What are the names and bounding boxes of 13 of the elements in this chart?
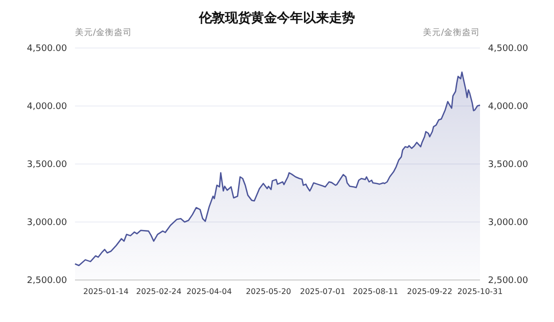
y-tick-label: 3,500.00 bbox=[26, 160, 68, 170]
y2-tick-label: 3,500.00 bbox=[488, 160, 528, 170]
y2-tick-label: 3,000.00 bbox=[488, 218, 528, 228]
y2-axis-title: 美元/金衡盎司 bbox=[423, 27, 480, 38]
y-tick-label: 3,000.00 bbox=[26, 218, 68, 228]
y-axis-title: 美元/金衡盎司 bbox=[75, 27, 132, 38]
y-tick-label: 2,500.00 bbox=[26, 276, 68, 286]
y2-tick-label: 4,500.00 bbox=[488, 44, 528, 54]
y2-tick-label: 2,500.00 bbox=[488, 276, 528, 286]
y2-tick-label: 4,000.00 bbox=[488, 102, 528, 112]
y-tick-label: 4,500.00 bbox=[26, 44, 68, 54]
y-tick-label: 4,000.00 bbox=[26, 102, 68, 112]
chart-title: 伦敦现货黄金今年以来走势 bbox=[198, 10, 355, 26]
